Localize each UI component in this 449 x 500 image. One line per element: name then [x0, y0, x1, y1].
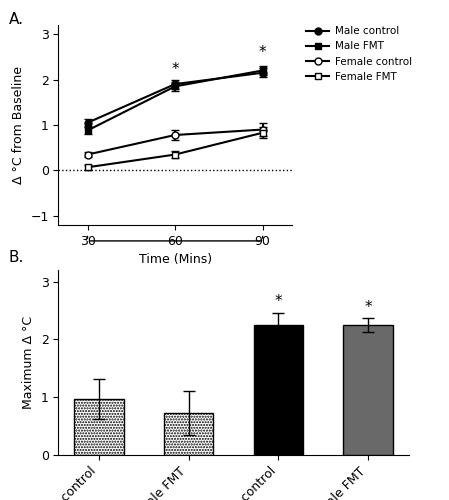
Text: A.: A.: [9, 12, 24, 28]
Bar: [74, 399, 123, 455]
X-axis label: Time (Mins): Time (Mins): [139, 254, 211, 266]
Text: *: *: [259, 46, 266, 60]
Y-axis label: Maximum Δ °C: Maximum Δ °C: [22, 316, 35, 409]
Bar: [254, 325, 303, 455]
Text: *: *: [274, 294, 282, 308]
Bar: [164, 414, 213, 455]
Text: B.: B.: [9, 250, 24, 265]
Legend: Male control, Male FMT, Female control, Female FMT: Male control, Male FMT, Female control, …: [306, 26, 412, 82]
Text: *: *: [172, 62, 179, 78]
Bar: [343, 325, 393, 455]
Text: *: *: [364, 300, 372, 314]
Y-axis label: Δ °C from Baseline: Δ °C from Baseline: [12, 66, 25, 184]
